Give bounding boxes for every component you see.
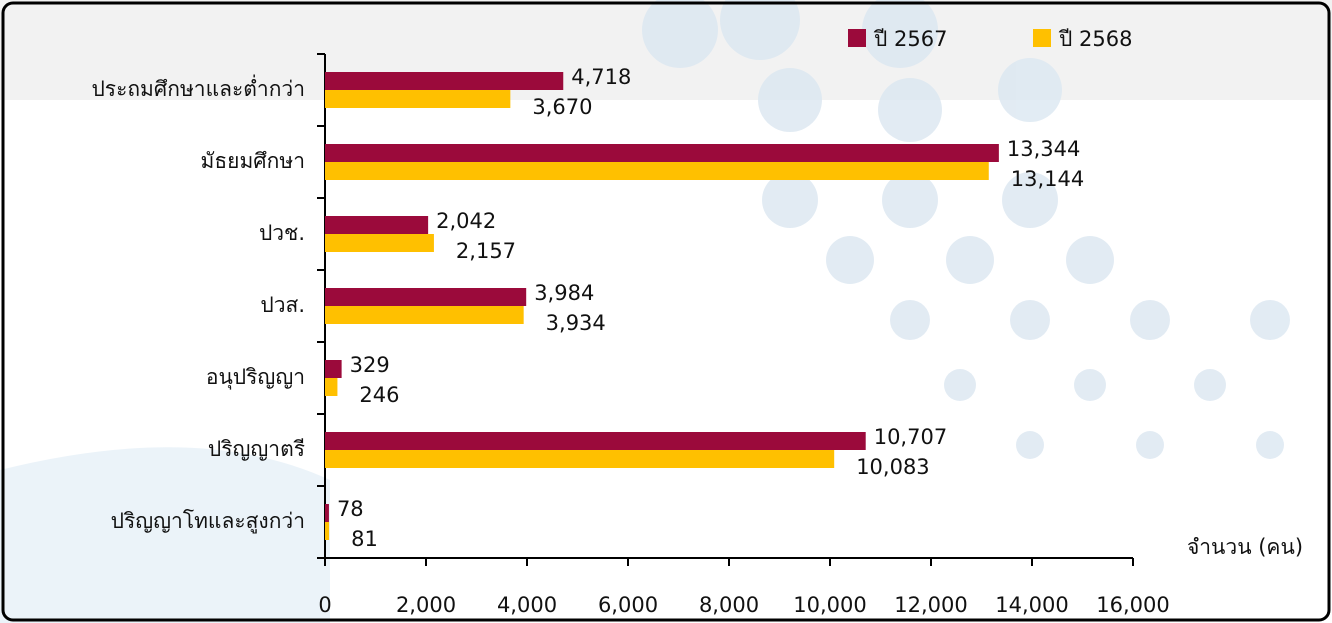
legend-swatch [848,29,866,47]
x-tick-label: 6,000 [598,593,658,617]
x-tick-label: 12,000 [894,593,967,617]
legend-label: ปี 2568 [1058,27,1132,51]
background-decor [642,0,1290,459]
x-tick-label: 14,000 [995,593,1068,617]
legend-label: ปี 2567 [873,27,947,51]
data-label: 329 [350,353,390,377]
x-tick-label: 10,000 [793,593,866,617]
bar [325,306,524,324]
bar [325,522,330,540]
data-label: 2,157 [456,239,516,263]
y-tick-label: ปวช. [259,221,305,245]
x-tick-label: 0 [318,593,331,617]
y-tick-label: ปริญญาโทและสูงกว่า [111,509,305,534]
bar [325,288,527,306]
data-label: 2,042 [436,209,496,233]
bar [325,432,866,450]
data-label: 3,984 [534,281,594,305]
data-label: 10,083 [856,455,929,479]
data-label: 3,934 [546,311,606,335]
legend-swatch [1033,29,1051,47]
data-label: 3,670 [532,95,592,119]
y-tick-label: อนุปริญญา [206,365,305,390]
y-tick-label: ปวส. [260,293,305,317]
bar [325,450,835,468]
data-label: 4,718 [571,65,631,89]
x-tick-label: 4,000 [497,593,557,617]
bar [325,360,342,378]
data-label: 13,344 [1007,137,1080,161]
bar [325,90,511,108]
y-tick-label: ปริญญาตรี [208,437,305,461]
bar [325,144,999,162]
x-tick-label: 2,000 [396,593,456,617]
y-tick-label: ประถมศึกษาและต่ำกว่า [91,74,305,101]
x-axis-label: จำนวน (คน) [1187,535,1303,559]
bar [325,378,338,396]
bar [325,216,429,234]
x-tick-label: 16,000 [1096,593,1169,617]
bar [325,72,564,90]
y-tick-label: มัธยมศึกษา [201,149,306,173]
bar [325,234,434,252]
bar [325,162,989,180]
data-label: 81 [351,527,378,551]
x-tick-label: 8,000 [699,593,759,617]
data-label: 246 [359,383,399,407]
bar [325,504,329,522]
data-label: 78 [337,497,364,521]
background-wave [0,447,330,623]
data-label: 13,144 [1011,167,1084,191]
data-label: 10,707 [874,425,947,449]
